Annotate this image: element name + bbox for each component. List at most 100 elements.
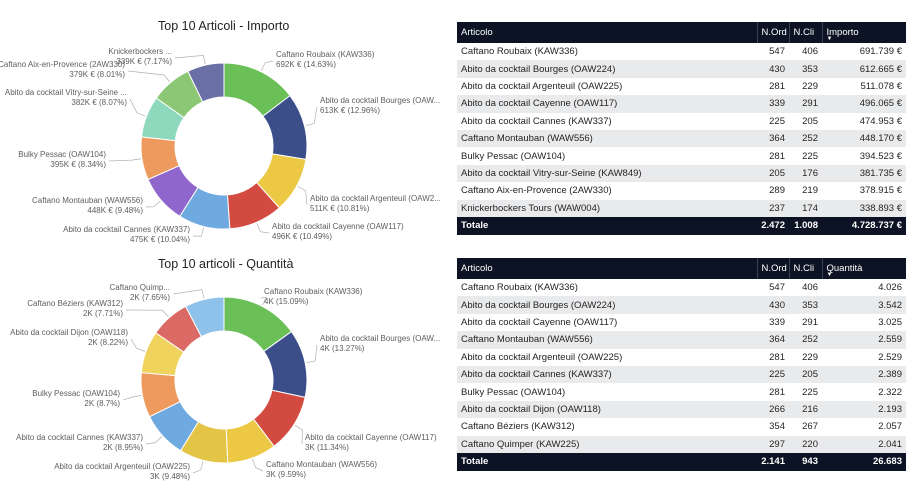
column-header-articolo[interactable]: Articolo bbox=[457, 258, 757, 279]
cell-ncli: 225 bbox=[789, 147, 822, 165]
cell-articolo: Caftano Béziers (KAW312) bbox=[457, 418, 757, 436]
data-label-value: 4K (15.09%) bbox=[264, 297, 309, 306]
total-ncli: 943 bbox=[789, 452, 822, 471]
cell-ncli: 252 bbox=[789, 331, 822, 349]
table-row[interactable]: Abito da cocktail Bourges (OAW224) 430 353… bbox=[457, 60, 906, 78]
total-label: Totale bbox=[457, 452, 757, 471]
table-row[interactable]: Abito da cocktail Cannes (KAW337) 225 205 4… bbox=[457, 112, 906, 130]
cell-nord: 339 bbox=[757, 95, 789, 113]
column-header-quantita[interactable]: Quantità ▼ bbox=[821, 258, 906, 279]
data-label-value: 496K € (10.49%) bbox=[272, 232, 332, 241]
cell-articolo: Caftano Montauban (WAW556) bbox=[457, 331, 757, 349]
cell-value: 2.041 bbox=[822, 435, 906, 453]
table-row[interactable]: Abito da cocktail Cayenne (OAW117) 339 291… bbox=[457, 95, 906, 113]
leader-line bbox=[305, 106, 318, 126]
cell-value: 394.523 € bbox=[822, 147, 906, 165]
table-row[interactable]: Abito da cocktail Cayenne (OAW117) 339 291… bbox=[457, 313, 906, 332]
cell-value: 2.529 bbox=[822, 348, 906, 366]
cell-nord: 430 bbox=[757, 60, 789, 78]
table-row[interactable]: Bulky Pessac (OAW104) 281 225 394.523 € bbox=[457, 147, 906, 165]
table-row[interactable]: Caftano Aix-en-Provence (2AW330) 289 219 37… bbox=[457, 182, 906, 200]
table-row[interactable]: Abito da cocktail Dijon (OAW118) 266 216 2.… bbox=[457, 400, 906, 419]
cell-articolo: Caftano Roubaix (KAW336) bbox=[457, 279, 757, 297]
total-quantita: 26.683 bbox=[822, 452, 906, 471]
table-row[interactable]: Caftano Quimper (KAW225) 297 220 2.041 bbox=[457, 435, 906, 453]
column-header-ncli[interactable]: N.Cli bbox=[788, 258, 822, 279]
table-row[interactable]: Bulky Pessac (OAW104) 281 225 2.322 bbox=[457, 383, 906, 401]
table-row[interactable]: Caftano Montauban (WAW556) 364 252 2.559 bbox=[457, 331, 906, 349]
cell-articolo: Abito da cocktail Argenteuil (OAW225) bbox=[457, 77, 757, 96]
cell-ncli: 229 bbox=[789, 348, 822, 366]
table-row[interactable]: Caftano Béziers (KAW312) 354 267 2.057 bbox=[457, 418, 906, 436]
data-label-category: Abito da cocktail Argenteuil (OAW2... bbox=[310, 194, 441, 203]
cell-value: 612.665 € bbox=[822, 60, 906, 78]
cell-articolo: Abito da cocktail Cannes (KAW337) bbox=[457, 365, 757, 384]
data-label-category: Caftano Roubaix (KAW336) bbox=[264, 287, 363, 296]
data-label-value: 2K (7.71%) bbox=[83, 309, 123, 318]
leader-line bbox=[294, 424, 303, 445]
cell-nord: 289 bbox=[757, 182, 789, 200]
table-row[interactable]: Abito da cocktail Argenteuil (OAW225) 281… bbox=[457, 348, 906, 366]
donut-slice[interactable] bbox=[184, 296, 225, 338]
cell-value: 378.915 € bbox=[822, 182, 906, 200]
cell-nord: 225 bbox=[757, 365, 789, 384]
cell-articolo: Abito da cocktail Cayenne (OAW117) bbox=[457, 95, 757, 113]
leader-line bbox=[260, 60, 274, 71]
cell-ncli: 225 bbox=[789, 383, 822, 401]
cell-nord: 281 bbox=[757, 348, 789, 366]
leader-line bbox=[256, 223, 270, 234]
cell-articolo: Abito da cocktail Cayenne (OAW117) bbox=[457, 313, 757, 332]
data-label-value: 3K (9.59%) bbox=[266, 470, 306, 479]
sort-descending-icon[interactable]: ▼ bbox=[826, 272, 833, 278]
column-header-nord[interactable]: N.Ord bbox=[756, 22, 789, 43]
cell-articolo: Abito da cocktail Vitry-sur-Seine (KAW84… bbox=[457, 164, 757, 183]
table-row[interactable]: Knickerbockers Tours (WAW004) 237 174 338.8… bbox=[457, 199, 906, 217]
table-row[interactable]: Abito da cocktail Cannes (KAW337) 225 205 2… bbox=[457, 365, 906, 384]
importo-table: Articolo N.Ord N.Cli Importo ▼ Caftano Ro… bbox=[457, 22, 906, 235]
data-label-category: Caftano Roubaix (KAW336) bbox=[276, 50, 375, 59]
quantita-table: Articolo N.Ord N.Cli Quantità ▼ Caftano R… bbox=[457, 258, 906, 471]
cell-articolo: Caftano Quimper (KAW225) bbox=[457, 435, 757, 453]
data-label-value: 475K € (10.04%) bbox=[130, 235, 190, 244]
cell-articolo: Caftano Aix-en-Provence (2AW330) bbox=[457, 182, 757, 200]
data-label-value: 3K (11.34%) bbox=[305, 443, 349, 452]
cell-value: 496.065 € bbox=[822, 95, 906, 113]
donut-slice[interactable] bbox=[187, 62, 225, 103]
table-row[interactable]: Caftano Roubaix (KAW336) 547 406 4.026 bbox=[457, 279, 906, 297]
total-ncli: 1.008 bbox=[789, 216, 822, 235]
cell-value: 2.559 bbox=[822, 331, 906, 349]
table-total-row: Totale 2.472 1.008 4.728.737 € bbox=[457, 216, 906, 235]
importo-chart-title: Top 10 Articoli - Importo bbox=[158, 19, 290, 33]
cell-value: 474.953 € bbox=[822, 112, 906, 130]
cell-articolo: Abito da cocktail Dijon (OAW118) bbox=[457, 400, 757, 419]
table-total-row: Totale 2.141 943 26.683 bbox=[457, 452, 906, 471]
table-row[interactable]: Abito da cocktail Bourges (OAW224) 430 353… bbox=[457, 296, 906, 314]
cell-ncli: 406 bbox=[789, 279, 822, 297]
total-nord: 2.141 bbox=[757, 452, 789, 471]
cell-nord: 281 bbox=[757, 77, 789, 96]
leader-line bbox=[130, 338, 146, 352]
leader-line bbox=[127, 70, 171, 83]
cell-ncli: 176 bbox=[789, 164, 822, 183]
leader-line bbox=[125, 309, 169, 318]
cell-value: 2.193 bbox=[822, 400, 906, 419]
quantita-chart-panel: Top 10 articoli - Quantità Caftano Rouba… bbox=[0, 248, 450, 488]
table-row[interactable]: Abito da cocktail Argenteuil (OAW225) 281… bbox=[457, 77, 906, 96]
table-row[interactable]: Abito da cocktail Vitry-sur-Seine (KAW84… bbox=[457, 164, 906, 183]
data-label-category: Abito da cocktail Vitry-sur-Seine ... bbox=[5, 88, 127, 97]
importo-donut-chart: Caftano Roubaix (KAW336)692K € (14.63%) A… bbox=[0, 47, 441, 244]
table-row[interactable]: Caftano Roubaix (KAW336) 547 406 691.739 € bbox=[457, 43, 906, 61]
cell-value: 2.057 bbox=[822, 418, 906, 436]
data-label-value: 4K (13.27%) bbox=[320, 344, 365, 353]
cell-articolo: Caftano Montauban (WAW556) bbox=[457, 129, 757, 148]
column-header-nord[interactable]: N.Ord bbox=[756, 258, 789, 279]
sort-descending-icon[interactable]: ▼ bbox=[826, 36, 833, 42]
column-header-ncli[interactable]: N.Cli bbox=[788, 22, 822, 43]
column-header-importo[interactable]: Importo ▼ bbox=[821, 22, 906, 43]
data-label-category: Abito da cocktail Cayenne (OAW117) bbox=[305, 433, 437, 442]
cell-articolo: Bulky Pessac (OAW104) bbox=[457, 147, 757, 165]
quantita-donut-chart: Caftano Roubaix (KAW336)4K (15.09%) Abito… bbox=[10, 283, 440, 481]
data-label-category: Abito da cocktail Cannes (KAW337) bbox=[63, 225, 190, 234]
column-header-articolo[interactable]: Articolo bbox=[457, 22, 757, 43]
table-row[interactable]: Caftano Montauban (WAW556) 364 252 448.170 … bbox=[457, 129, 906, 148]
